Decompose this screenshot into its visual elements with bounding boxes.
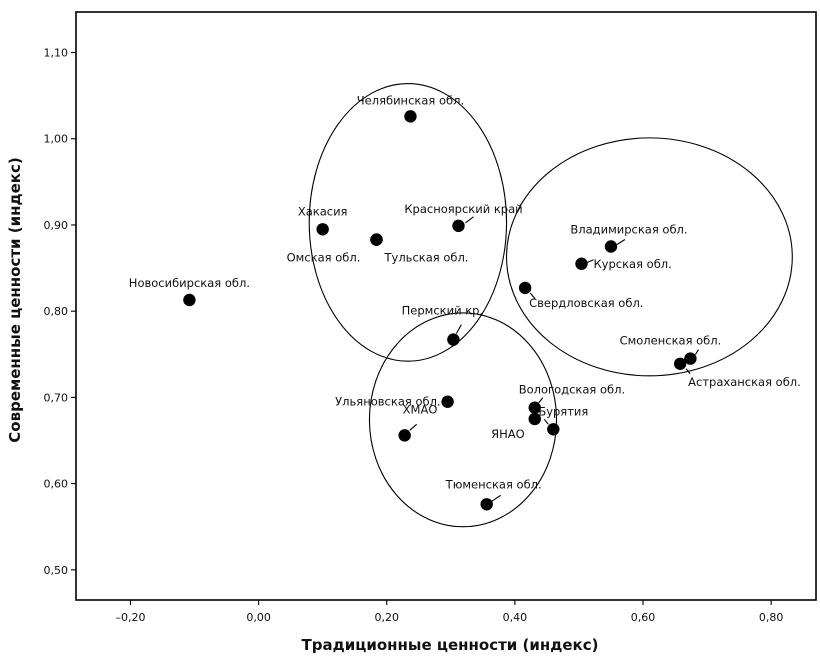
- plot-frame: [75, 11, 817, 601]
- data-point-label: Ульяновская обл.: [335, 395, 440, 409]
- y-tick-label: 1,10: [44, 47, 69, 60]
- x-tick-label: –0,20: [115, 611, 145, 624]
- data-point: [480, 498, 493, 511]
- data-point: [370, 233, 383, 246]
- y-tick-label: 0,50: [44, 564, 69, 577]
- label-callout-line: [529, 292, 536, 300]
- data-point-label: Тульская обл.: [383, 251, 468, 265]
- data-point-label: Владимирская обл.: [570, 223, 687, 237]
- data-point: [604, 240, 618, 253]
- label-callout-line: [543, 418, 549, 425]
- data-point: [528, 412, 541, 426]
- label-callout-line: [455, 324, 462, 334]
- y-axis-title: Современные ценности (индекс): [6, 157, 24, 442]
- cluster-ellipse-2: [368, 312, 558, 528]
- data-point-label: Хакасия: [298, 204, 348, 218]
- y-axis-ticks: 0,50 0,60 0,70 0,80 0,90 1,00 1,10: [44, 47, 76, 577]
- data-point-label: Красноярский край: [404, 202, 522, 216]
- x-axis-title: Традиционные ценности (индекс): [302, 636, 599, 654]
- data-point: [316, 223, 329, 236]
- data-point: [547, 423, 560, 436]
- data-point: [528, 401, 541, 414]
- x-axis-ticks: –0,20 0,00 0,20 0,40 0,60 0,80: [115, 600, 783, 624]
- data-point-label: ЯНАО: [491, 427, 525, 441]
- label-callout-line: [465, 216, 474, 224]
- y-tick-label: 0,90: [44, 219, 69, 232]
- data-point: [673, 357, 687, 370]
- data-point: [398, 429, 411, 442]
- label-callout-line: [694, 349, 699, 355]
- x-tick-label: 0,60: [631, 611, 656, 624]
- data-points: [183, 110, 697, 511]
- data-point-labels: Челябинская обл. Хакасия Омская обл. Тульск…: [129, 93, 801, 491]
- cluster-ellipse-1: [308, 83, 508, 362]
- cluster-ellipse-3: [505, 137, 793, 377]
- cluster-ellipses: [308, 83, 793, 528]
- x-tick-label: 0,40: [503, 611, 528, 624]
- label-callout-line: [538, 397, 544, 404]
- label-callout-line: [409, 423, 418, 431]
- y-tick-label: 0,60: [44, 478, 69, 491]
- label-callout-line: [491, 494, 501, 502]
- data-point: [447, 333, 460, 346]
- data-point-label: Пермский кр.: [402, 304, 483, 318]
- data-point-label: Тюменская обл.: [445, 477, 542, 491]
- data-point: [684, 352, 697, 365]
- data-point-label: Курская обл.: [594, 257, 672, 271]
- data-point-label: Челябинская обл.: [357, 93, 464, 107]
- data-point: [441, 395, 454, 408]
- x-tick-label: 0,80: [759, 611, 784, 624]
- data-point: [404, 110, 417, 123]
- data-point-label: Астраханская обл.: [688, 375, 801, 389]
- y-tick-label: 0,70: [44, 391, 69, 404]
- data-point-label: Смоленская обл.: [620, 334, 722, 348]
- label-callouts: [409, 216, 699, 502]
- data-point-label: ХМАО: [403, 402, 438, 416]
- data-point-label: Омская обл.: [287, 251, 361, 265]
- data-point: [183, 293, 196, 307]
- data-point: [452, 219, 465, 233]
- data-point: [518, 281, 532, 295]
- label-callout-line: [586, 259, 594, 264]
- data-point-label: Вологодская обл.: [519, 383, 625, 397]
- x-tick-label: 0,00: [246, 611, 271, 624]
- label-callout-line: [616, 239, 626, 245]
- data-point: [575, 257, 588, 270]
- y-tick-label: 1,00: [44, 133, 69, 146]
- data-point-label: Свердловская обл.: [529, 296, 643, 310]
- data-point-label: Бурятия: [538, 404, 588, 418]
- x-tick-label: 0,20: [374, 611, 399, 624]
- y-tick-label: 0,80: [44, 305, 69, 318]
- data-point-label: Новосибирская обл.: [129, 276, 250, 290]
- label-callout-line: [685, 368, 691, 375]
